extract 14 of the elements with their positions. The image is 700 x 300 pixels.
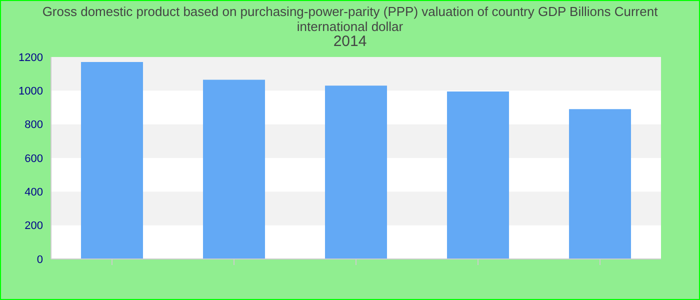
y-tick-label: 800 [24, 119, 43, 132]
bar [203, 80, 265, 259]
bar [81, 62, 143, 259]
y-tick-label: 400 [24, 186, 43, 199]
y-tick-label: 600 [24, 152, 43, 165]
y-tick-label: 1200 [18, 52, 43, 64]
bar [447, 92, 509, 259]
y-tick-label: 0 [36, 254, 43, 266]
y-tick-label: 1000 [18, 86, 43, 98]
bar [325, 86, 387, 259]
chart-title: Gross domestic product based on purchasing-power-parity (PPP) valuation of country GDP Billions Current international dollar [41, 4, 659, 34]
y-tick-label: 200 [24, 220, 43, 232]
chart-subtitle: 2014 [332, 33, 368, 50]
bar [569, 109, 631, 259]
